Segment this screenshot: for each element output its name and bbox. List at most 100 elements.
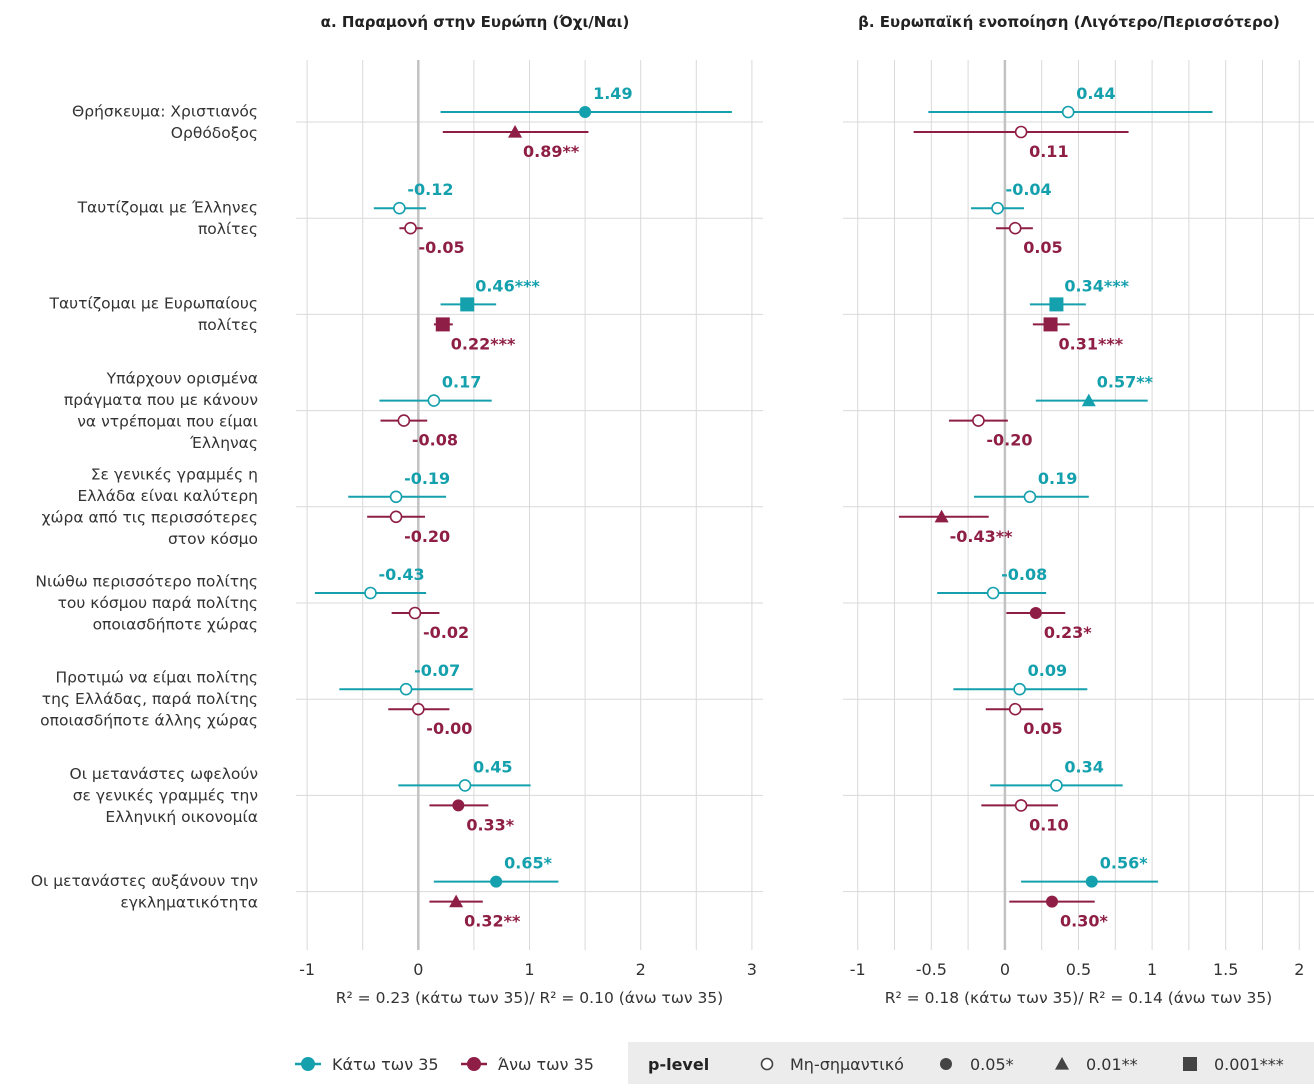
x-tick-label: 1.5 <box>1213 960 1238 979</box>
data-value-label: 0.34 <box>1064 757 1103 776</box>
p-level-legend-box <box>628 1042 1314 1084</box>
category-label: να ντρέπομαι που είμαι <box>77 412 258 430</box>
point-estimate-marker <box>972 414 985 427</box>
data-value-label: 1.49 <box>593 84 632 103</box>
category-label: οποιασδήποτε χώρας <box>93 616 258 634</box>
data-value-label: 0.57** <box>1097 373 1154 392</box>
data-value-label: 0.05 <box>1023 719 1062 738</box>
point-estimate-marker <box>399 682 413 696</box>
legend-series-marker <box>467 1057 481 1071</box>
data-value-label: -0.05 <box>419 238 465 257</box>
point-estimate-marker <box>1008 221 1022 235</box>
data-value-label: -0.08 <box>1001 565 1047 584</box>
point-estimate-marker <box>408 606 422 620</box>
category-label: εγκληματικότητα <box>120 893 258 911</box>
point-estimate-marker <box>579 106 592 118</box>
category-label: σε γενικές γραμμές την <box>73 786 258 804</box>
data-value-label: 0.32** <box>464 912 521 931</box>
data-value-label: 0.56* <box>1100 854 1148 873</box>
data-value-label: -0.20 <box>986 431 1032 450</box>
x-tick-label: 1 <box>1147 960 1157 979</box>
category-label: του κόσμου παρά πολίτης <box>58 594 258 612</box>
point-estimate-marker <box>397 414 411 427</box>
category-label: πράγματα που με κάνουν <box>64 391 258 409</box>
data-value-label: -0.04 <box>1006 180 1052 199</box>
point-estimate-marker <box>452 799 465 812</box>
category-label: Έλληνας <box>189 434 258 452</box>
p-level-marker <box>940 1058 952 1070</box>
p-level-title: p-level <box>648 1055 709 1074</box>
legend-series-marker <box>301 1057 315 1071</box>
data-value-label: 0.45 <box>473 757 512 776</box>
data-value-label: 0.31*** <box>1059 334 1124 353</box>
category-label: Θρήσκευμα: Χριστιανός <box>72 102 258 120</box>
data-value-label: -0.02 <box>423 623 469 642</box>
data-value-label: 0.17 <box>442 373 481 392</box>
data-value-label: 0.33* <box>466 815 514 834</box>
data-value-label: 0.09 <box>1028 661 1067 680</box>
point-estimate-marker <box>991 201 1004 215</box>
panel-b: β. Ευρωπαϊκή ενοποίηση (Λιγότερο/Περισσό… <box>843 13 1314 1007</box>
point-estimate-marker <box>364 586 377 600</box>
p-level-label: Μη-σημαντικό <box>790 1055 904 1074</box>
data-value-label: -0.19 <box>404 469 450 488</box>
legend: Κάτω των 35 Άνω των 35 p-level Μη-σημαντικό… <box>295 1042 1314 1084</box>
data-value-label: -0.20 <box>404 527 450 546</box>
panel-title: α. Παραμονή στην Ευρώπη (Όχι/Ναι) <box>321 13 630 31</box>
panel-title: β. Ευρωπαϊκή ενοποίηση (Λιγότερο/Περισσό… <box>858 13 1280 31</box>
data-value-label: 0.65* <box>504 854 552 873</box>
x-tick-label: 0.5 <box>1066 960 1091 979</box>
x-axis-title: R² = 0.18 (κάτω των 35)/ R² = 0.14 (άνω … <box>885 989 1272 1007</box>
category-label: Οι μετανάστες αυξάνουν την <box>31 872 258 890</box>
legend-series-label: Κάτω των 35 <box>332 1055 439 1074</box>
data-value-label: -0.43** <box>950 527 1013 546</box>
x-tick-label: 1 <box>524 960 534 979</box>
point-estimate-marker <box>1050 779 1063 792</box>
category-label: χώρα από τις περισσότερες <box>42 509 258 527</box>
point-estimate-marker <box>934 509 949 523</box>
p-level-marker <box>1055 1057 1069 1070</box>
category-label: Ταυτίζομαι με Έλληνες <box>77 198 258 216</box>
data-value-label: 0.22*** <box>451 334 516 353</box>
point-estimate-marker <box>435 317 450 332</box>
point-estimate-marker <box>389 490 403 504</box>
category-labels: Θρήσκευμα: Χριστιανός Ορθόδοξος Ταυτίζομαι… <box>31 102 258 911</box>
point-estimate-marker <box>458 779 472 792</box>
data-value-label: -0.00 <box>426 719 472 738</box>
category-label: στον κόσμο <box>168 530 258 548</box>
data-value-label: -0.07 <box>414 661 460 680</box>
point-estimate-marker <box>427 394 441 407</box>
point-estimate-marker <box>389 510 403 524</box>
category-label: Υπάρχουν ορισμένα <box>106 369 258 387</box>
data-value-label: -0.43 <box>378 565 424 584</box>
p-level-label: 0.01** <box>1086 1055 1138 1074</box>
point-estimate-marker <box>1023 490 1037 504</box>
point-estimate-marker <box>412 702 425 716</box>
p-level-label: 0.001*** <box>1214 1055 1284 1074</box>
data-value-label: -0.12 <box>407 180 453 199</box>
category-label: Ορθόδοξος <box>171 124 258 142</box>
p-level-marker <box>1183 1057 1197 1071</box>
point-estimate-marker <box>1013 682 1026 696</box>
point-estimate-marker <box>404 221 417 235</box>
data-value-label: 0.89** <box>523 142 580 161</box>
point-estimate-marker <box>449 894 464 908</box>
p-level-label: 0.05* <box>970 1055 1014 1074</box>
category-label: οποιασδήποτε άλλης χώρας <box>40 712 258 730</box>
point-estimate-marker <box>1046 895 1059 908</box>
point-estimate-marker <box>460 297 475 312</box>
x-tick-label: 3 <box>747 960 757 979</box>
point-estimate-marker <box>1049 297 1064 312</box>
category-label: Ελληνική οικονομία <box>105 808 258 826</box>
x-tick-label: 2 <box>636 960 646 979</box>
category-label: Ταυτίζομαι με Ευρωπαίους <box>49 295 259 313</box>
data-value-label: 0.10 <box>1029 815 1068 834</box>
panel-a: α. Παραμονή στην Ευρώπη (Όχι/Ναι) -1 0 1 2 3 R… <box>296 13 763 1007</box>
point-estimate-marker <box>1014 799 1028 812</box>
data-value-label: 0.34*** <box>1064 276 1129 295</box>
data-value-label: 0.46*** <box>475 276 540 295</box>
p-level-marker <box>760 1057 774 1071</box>
point-estimate-marker <box>1029 607 1042 619</box>
